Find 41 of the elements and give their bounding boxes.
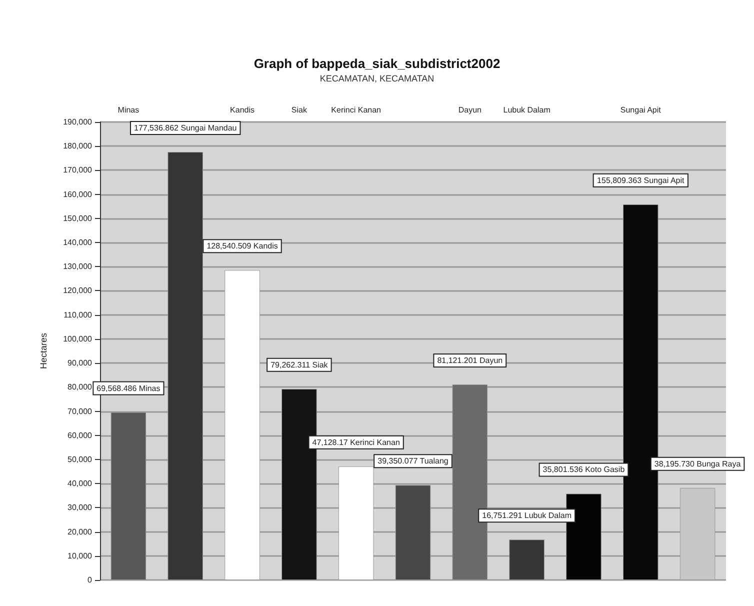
y-tick-label: 170,000 [63, 166, 93, 175]
y-tick-label: 100,000 [63, 334, 93, 344]
y-tick-label: 20,000 [68, 527, 93, 536]
data-label: 16,751.291 Lubuk Dalam [482, 511, 572, 520]
y-tick-label: 50,000 [68, 454, 93, 464]
y-tick-label: 140,000 [63, 238, 93, 248]
y-axis-title: Hectares [38, 332, 48, 370]
x-tick-label: Sungai Apit [620, 106, 662, 114]
data-label: 47,128.17 Kerinci Kanan [312, 438, 400, 447]
y-tick-label: 160,000 [63, 190, 93, 199]
y-tick-label: 150,000 [63, 214, 93, 223]
y-tick-label: 130,000 [63, 262, 93, 272]
y-tick-label: 60,000 [68, 430, 93, 440]
y-tick-label: 80,000 [68, 382, 93, 392]
y-tick-label: 30,000 [68, 503, 93, 512]
chart-title: Graph of bappeda_siak_subdistrict2002 [254, 56, 500, 71]
y-tick-label: 190,000 [63, 118, 93, 126]
x-tick-label: Lubuk Dalam [503, 106, 551, 114]
data-label: 177,536.862 Sungai Mandau [134, 124, 237, 133]
y-tick-label: 40,000 [68, 479, 93, 488]
y-tick-label: 120,000 [63, 286, 93, 296]
x-tick-label: Minas [118, 106, 140, 114]
x-tick-label: Kandis [230, 106, 255, 114]
data-label: 69,568.486 Minas [96, 384, 160, 393]
data-label: 35,801.536 Koto Gasib [542, 465, 626, 474]
x-tick-label: Siak [291, 106, 308, 114]
data-label: 39,350.077 Tualang [378, 456, 448, 466]
data-label: 128,540.509 Kandis [206, 242, 278, 251]
x-tick-label: Dayun [458, 106, 482, 114]
y-tick-label: 70,000 [68, 406, 93, 416]
chart-subtitle: KECAMATAN, KECAMATAN [320, 74, 434, 84]
x-tick-label: Kerinci Kanan [331, 106, 381, 114]
y-tick-label: 90,000 [68, 358, 93, 368]
y-tick-label: 10,000 [68, 551, 93, 560]
data-label: 79,262.311 Siak [270, 360, 329, 370]
data-label: 155,809.363 Sungai Apit [597, 176, 686, 185]
y-tick-label: 0 [88, 576, 93, 584]
data-label: 38,195.730 Bunga Raya [654, 459, 742, 468]
y-tick-label: 180,000 [63, 142, 93, 151]
y-tick-label: 110,000 [64, 310, 93, 320]
data-label: 81,121.201 Dayun [437, 356, 503, 365]
